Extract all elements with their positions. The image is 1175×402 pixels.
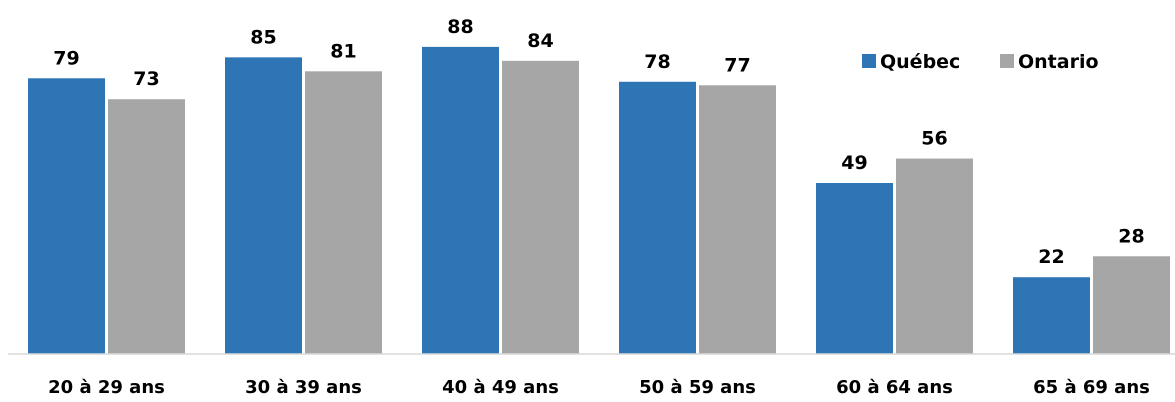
data-label-quebec-3: 78 (644, 51, 670, 73)
data-label-quebec-5: 22 (1038, 246, 1064, 268)
bar-quebec-4 (816, 182, 893, 354)
bar-quebec-2 (422, 46, 499, 354)
category-label-0: 20 à 29 ans (48, 377, 165, 398)
data-label-ontario-2: 84 (527, 30, 553, 52)
category-label-4: 60 à 64 ans (836, 377, 953, 398)
bar-ontario-5 (1093, 256, 1170, 354)
bar-ontario-2 (502, 60, 579, 355)
category-label-5: 65 à 69 ans (1033, 377, 1150, 398)
category-label-2: 40 à 49 ans (442, 377, 559, 398)
bar-ontario-0 (108, 99, 185, 354)
bar-ontario-1 (305, 71, 382, 354)
data-label-quebec-4: 49 (841, 152, 867, 174)
legend-label-quebec: Québec (880, 51, 960, 73)
bar-ontario-3 (699, 85, 776, 355)
bar-ontario-4 (896, 158, 973, 354)
legend-swatch-ontario (1000, 54, 1014, 68)
data-label-quebec-1: 85 (250, 26, 276, 48)
legend: Québec Ontario (862, 51, 1099, 73)
category-label-3: 50 à 59 ans (639, 377, 756, 398)
legend-label-ontario: Ontario (1018, 51, 1099, 73)
data-label-quebec-0: 79 (53, 47, 79, 69)
plot-area: 79 73 85 81 88 84 78 77 49 56 22 28 (28, 16, 1170, 355)
data-label-quebec-2: 88 (447, 16, 473, 38)
bar-quebec-5 (1013, 277, 1090, 354)
category-label-1: 30 à 39 ans (245, 377, 362, 398)
data-label-ontario-0: 73 (133, 68, 159, 90)
bar-quebec-3 (619, 81, 696, 354)
bar-quebec-0 (28, 78, 105, 354)
legend-swatch-quebec (862, 54, 876, 68)
data-label-ontario-1: 81 (330, 40, 356, 62)
data-label-ontario-4: 56 (921, 128, 947, 150)
data-label-ontario-5: 28 (1118, 225, 1144, 247)
category-labels: 20 à 29 ans 30 à 39 ans 40 à 49 ans 50 à 59… (48, 377, 1150, 398)
data-label-ontario-3: 77 (724, 54, 750, 76)
bar-quebec-1 (225, 57, 302, 354)
